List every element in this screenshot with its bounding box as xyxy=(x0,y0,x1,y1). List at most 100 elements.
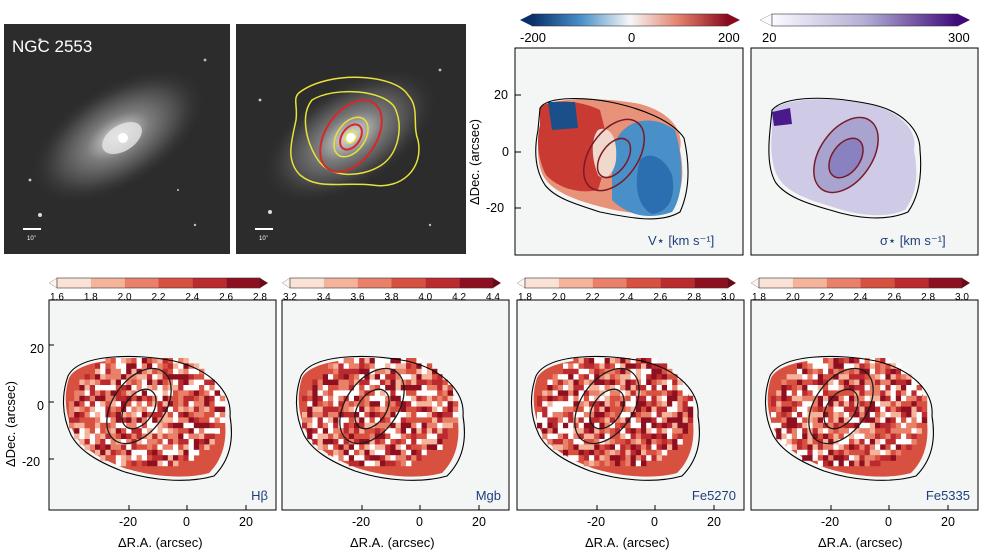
x-axis-label: ΔR.A. (arcsec) xyxy=(118,535,203,550)
cb-swatch xyxy=(660,278,695,288)
cb-swatch xyxy=(626,278,661,288)
x-tick: 20 xyxy=(472,515,486,529)
colorbar: 1.8 2.0 2.2 2.4 2.6 2.8 3.0 xyxy=(516,277,736,303)
cb-tick: 3.0 xyxy=(721,292,735,303)
cb-tick: 2.0 xyxy=(552,292,566,303)
sigma-map-panel: σ⋆ [km s⁻¹] xyxy=(750,47,979,256)
velocity-map-panel: V⋆ [km s⁻¹] xyxy=(514,47,744,256)
cb-tick: 3.4 xyxy=(317,292,331,303)
cb-swatch xyxy=(860,278,895,288)
cb-swatch xyxy=(57,278,91,288)
cb-swatch xyxy=(226,278,260,288)
cb-swatch xyxy=(759,278,793,288)
colorbar-velocity: -200 0 200 xyxy=(520,13,740,45)
cb-swatch xyxy=(124,278,159,288)
colorbar: 1.6 1.8 2.0 2.2 2.4 2.6 2.8 xyxy=(48,277,268,303)
cb-swatch xyxy=(290,278,324,288)
cb-tick: 2.8 xyxy=(921,292,935,303)
cb-swatch xyxy=(525,278,559,288)
scale-bar-label: 10" xyxy=(27,236,36,242)
cb-tick: 2.4 xyxy=(185,292,199,303)
cb-tick: 4.4 xyxy=(486,292,500,303)
cb-swatch xyxy=(592,278,627,288)
isophote-outer xyxy=(290,76,420,187)
colorbar-sigma: 20 300 xyxy=(759,13,970,45)
galaxy-image-left: NGC 2553 10" xyxy=(4,24,230,254)
cb-swatch xyxy=(792,278,827,288)
cb-tick: 3.8 xyxy=(385,292,399,303)
y-tick: 20 xyxy=(494,88,508,102)
isophote-2 xyxy=(304,90,400,176)
cb-tick: -200 xyxy=(520,30,546,45)
cb-swatch xyxy=(928,278,962,288)
x-tick: -20 xyxy=(587,515,605,529)
y-axis-label-bottom: ΔDec. (arcsec) xyxy=(3,381,18,467)
cb-tick: 4.0 xyxy=(418,292,432,303)
cb-tick: 1.8 xyxy=(84,292,98,303)
cb-tick: 2.4 xyxy=(854,292,868,303)
cb-swatch xyxy=(558,278,593,288)
cb-swatch xyxy=(425,278,460,288)
cb-tick: 2.4 xyxy=(620,292,634,303)
x-axis-label: ΔR.A. (arcsec) xyxy=(585,535,670,550)
index-field xyxy=(295,355,465,481)
cb-tick: 3.6 xyxy=(351,292,365,303)
index-panel-2: 3.2 3.4 3.6 3.8 4.0 4.2 4.4 Mgb -20 0 20 xyxy=(281,277,510,529)
cb-tick: 3.0 xyxy=(955,292,969,303)
cb-tick: 2.2 xyxy=(586,292,600,303)
cb-tick: 0 xyxy=(628,30,635,45)
y-tick: 0 xyxy=(502,145,509,159)
bottom-y-axis: 20 0 -20 ΔDec. (arcsec) xyxy=(3,342,44,469)
y-tick: 0 xyxy=(37,399,44,413)
cb-swatch xyxy=(694,278,728,288)
galaxy-image-right-contours: 10" xyxy=(236,24,466,254)
top-y-axis: 20 0 -20 ΔDec. (arcsec) xyxy=(467,88,521,215)
colorbar: 3.2 3.4 3.6 3.8 4.0 4.2 4.4 xyxy=(281,277,501,303)
cb-tick: 2.8 xyxy=(253,292,267,303)
x-tick: 20 xyxy=(707,515,721,529)
x-tick: -20 xyxy=(821,515,839,529)
index-label: Mgb xyxy=(476,488,501,503)
y-tick: -20 xyxy=(486,201,504,215)
cb-tick: 20 xyxy=(762,30,776,45)
index-field xyxy=(530,355,700,481)
y-axis-label-top: ΔDec. (arcsec) xyxy=(467,119,482,205)
index-panel-4: 1.8 2.0 2.2 2.4 2.6 2.8 3.0 Fe5335 -20 0 20 xyxy=(750,277,979,529)
index-panel-1: 1.6 1.8 2.0 2.2 2.4 2.6 2.8 Hβ -20 0 20 xyxy=(48,277,277,529)
x-tick: -20 xyxy=(352,515,370,529)
index-label: Fe5335 xyxy=(926,488,970,503)
cb-swatch xyxy=(158,278,193,288)
x-axis-label: ΔR.A. (arcsec) xyxy=(350,535,435,550)
index-maps: 1.6 1.8 2.0 2.2 2.4 2.6 2.8Hβ-20 0 203.2 3.4 3.6 3.… xyxy=(48,277,979,529)
scale-bar-label: 10" xyxy=(259,236,268,242)
x-tick: 0 xyxy=(651,515,658,529)
index-panel-3: 1.8 2.0 2.2 2.4 2.6 2.8 3.0 Fe5270 -20 0 20 xyxy=(516,277,745,529)
effective-ellipse-outer xyxy=(319,99,383,173)
cb-swatch xyxy=(459,278,493,288)
velocity-field xyxy=(535,98,689,220)
cb-tick: 2.0 xyxy=(118,292,132,303)
colorbar: 1.8 2.0 2.2 2.4 2.6 2.8 3.0 xyxy=(750,277,970,303)
cb-tick: 1.8 xyxy=(518,292,532,303)
cb-tick: 2.6 xyxy=(887,292,901,303)
cb-tick: 2.6 xyxy=(219,292,233,303)
cb-tick: 200 xyxy=(718,30,740,45)
sigma-field xyxy=(768,97,922,219)
cb-swatch xyxy=(323,278,358,288)
y-tick: 20 xyxy=(30,342,44,356)
velocity-label: V⋆ [km s⁻¹] xyxy=(648,233,714,248)
index-field xyxy=(62,355,232,481)
cb-tick: 300 xyxy=(948,30,970,45)
index-label: Hβ xyxy=(251,488,268,503)
x-tick: 0 xyxy=(885,515,892,529)
cb-tick: 1.6 xyxy=(50,292,64,303)
sigma-label: σ⋆ [km s⁻¹] xyxy=(880,233,946,248)
x-tick: 0 xyxy=(183,515,190,529)
x-axis-label: ΔR.A. (arcsec) xyxy=(818,535,903,550)
x-tick: 0 xyxy=(416,515,423,529)
cb-swatch xyxy=(192,278,227,288)
y-tick: -20 xyxy=(22,455,40,469)
cb-swatch xyxy=(894,278,929,288)
cb-swatch xyxy=(826,278,861,288)
